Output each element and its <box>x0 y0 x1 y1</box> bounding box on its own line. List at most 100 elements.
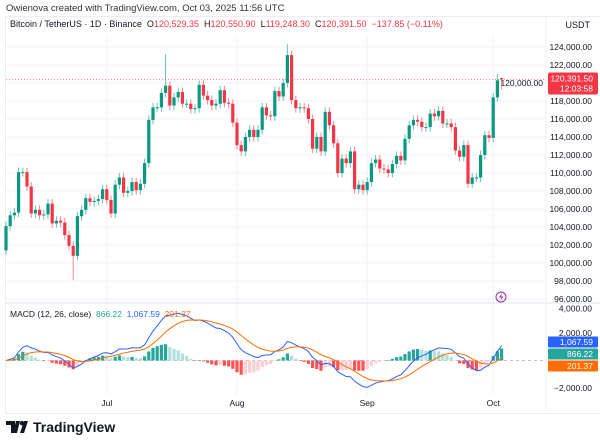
macd-histogram-bar <box>227 360 231 367</box>
candle-body <box>441 110 445 124</box>
macd-histogram-bar <box>50 360 54 363</box>
price-tick-label: 118,000.00 <box>550 96 592 106</box>
macd-histogram-bar <box>403 354 407 361</box>
candle-body <box>105 189 109 200</box>
macd-histogram-bar <box>252 360 256 373</box>
macd-histogram-bar <box>243 360 247 375</box>
macd-histogram-bar <box>231 360 235 369</box>
ticker-legend: Bitcoin / TetherUS · 1D · Binance O120,5… <box>10 19 443 29</box>
macd-value-tag-text: 201.37 <box>567 361 593 371</box>
candle-body <box>302 107 306 109</box>
candle-body <box>290 55 294 101</box>
candle-body <box>92 200 96 202</box>
macd-histogram-bar <box>189 358 193 361</box>
candle-body <box>172 97 176 106</box>
candle-body <box>101 189 105 200</box>
candle-body <box>390 164 394 173</box>
candle-body <box>361 184 365 191</box>
macd-histogram-bar <box>25 352 29 361</box>
candle-body <box>130 182 134 191</box>
candle-body <box>344 158 348 164</box>
candle-body <box>29 186 33 214</box>
candle-body <box>25 172 29 187</box>
macd-title[interactable]: MACD (12, 26, close) <box>10 309 92 319</box>
macd-histogram-bar <box>126 357 130 361</box>
candle-body <box>147 119 151 164</box>
symbol-title[interactable]: Bitcoin / TetherUS · 1D · Binance <box>10 19 142 29</box>
candle-body <box>495 80 499 98</box>
candle-body <box>143 163 147 184</box>
price-tick-label: 120,000.00 <box>500 78 543 88</box>
time-tick-label: Jul <box>101 398 112 408</box>
candle-body <box>180 92 184 104</box>
close-label: C <box>314 19 322 29</box>
last-price-value: 120,391.50 <box>550 73 593 83</box>
candle-body <box>96 199 100 201</box>
candle-body <box>33 209 37 214</box>
price-tick-label: 122,000.00 <box>549 60 592 70</box>
candle-body <box>214 103 218 106</box>
price-tick-label: 110,000.00 <box>550 168 592 178</box>
candle-body <box>67 235 71 246</box>
candle-body <box>231 103 235 123</box>
candle-body <box>407 125 411 139</box>
macd-histogram-bar <box>315 360 319 370</box>
high-label: H <box>204 19 211 29</box>
macd-histogram-bar <box>138 358 142 361</box>
macd-signal-value: 201.37 <box>164 309 191 319</box>
candle-body <box>416 119 420 122</box>
macd-histogram-bar <box>428 350 432 361</box>
macd-histogram-bar <box>96 356 100 361</box>
macd-histogram-bar <box>273 360 277 361</box>
macd-histogram-bar <box>319 360 323 371</box>
macd-histogram-bar <box>378 360 382 362</box>
candle-body <box>277 91 281 97</box>
candle-body <box>4 226 8 251</box>
change-value: −137.85 (−0.11%) <box>371 19 443 29</box>
candle-body <box>374 159 378 164</box>
macd-histogram-bar <box>256 360 260 371</box>
macd-histogram-bar <box>193 360 197 361</box>
macd-histogram-bar <box>92 357 96 361</box>
macd-histogram-bar <box>386 360 390 361</box>
macd-histogram-bar <box>470 360 474 370</box>
candle-body <box>71 245 75 256</box>
macd-histogram-bar <box>437 351 441 361</box>
macd-histogram-bar <box>143 356 147 361</box>
macd-histogram-bar <box>445 355 449 361</box>
chart-credit: Owienova created with TradingView.com, O… <box>6 3 285 14</box>
macd-histogram-bar <box>369 360 373 366</box>
candle-body <box>479 155 483 178</box>
macd-histogram-bar <box>222 360 226 366</box>
currency-label[interactable]: USDT <box>565 20 591 30</box>
candle-body <box>487 135 491 138</box>
candle-body <box>38 209 42 216</box>
candle-body <box>466 145 470 184</box>
last-price-tag <box>548 72 598 95</box>
time-tick-label: Oct <box>487 398 501 408</box>
candle-body <box>306 108 310 119</box>
macd-histogram-bar <box>33 357 37 361</box>
macd-line <box>5 312 503 388</box>
candle-body <box>369 163 373 182</box>
macd-histogram-bar <box>277 359 281 361</box>
macd-value-tag <box>548 360 598 372</box>
candle-body <box>138 183 142 191</box>
macd-histogram-bar <box>340 360 344 371</box>
macd-histogram-bar <box>197 360 201 361</box>
macd-line-value: 1,067.59 <box>126 309 160 319</box>
candle-body <box>113 184 117 214</box>
candle-body <box>424 127 428 129</box>
brand-name: TradingView <box>33 419 116 435</box>
candle-body <box>411 119 415 126</box>
macd-histogram-bar <box>420 349 424 361</box>
macd-tick-label: −2,000.00 <box>554 383 592 393</box>
price-tick-label: 112,000.00 <box>550 150 592 160</box>
alert-lightning-icon <box>495 291 507 303</box>
macd-histogram-bar <box>159 344 163 361</box>
macd-histogram-bar <box>374 360 378 363</box>
tradingview-logo[interactable]: TradingView <box>6 419 115 435</box>
macd-histogram-bar <box>462 360 466 365</box>
macd-histogram-bar <box>109 358 113 361</box>
